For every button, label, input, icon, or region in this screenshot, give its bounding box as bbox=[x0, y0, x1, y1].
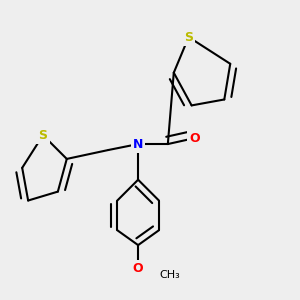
Text: CH₃: CH₃ bbox=[159, 270, 180, 280]
Text: O: O bbox=[189, 132, 200, 145]
Text: S: S bbox=[184, 31, 193, 44]
Text: N: N bbox=[133, 138, 143, 151]
Text: O: O bbox=[133, 262, 143, 275]
Text: S: S bbox=[38, 129, 47, 142]
